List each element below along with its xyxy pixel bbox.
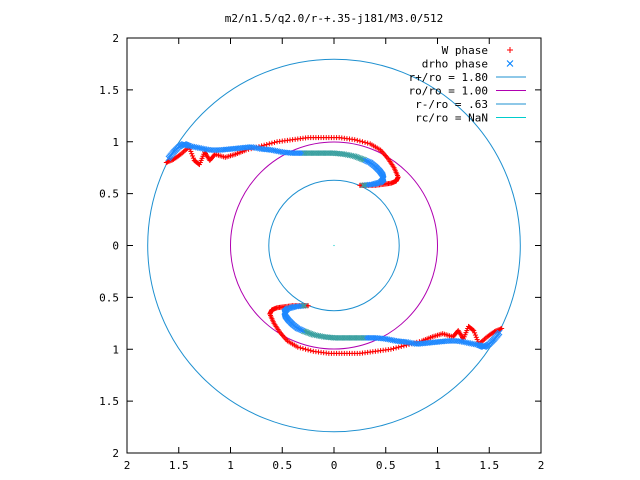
x-tick-label: 0.5 [376, 459, 396, 472]
y-tick-label: 1 [112, 136, 119, 149]
x-tick-label: 0.5 [272, 459, 292, 472]
legend-label: drho phase [422, 58, 488, 71]
y-tick-label: 2 [112, 32, 119, 45]
y-tick-label: 0 [112, 240, 119, 253]
drho-phase-point [300, 302, 307, 309]
w-phase-point [354, 137, 360, 143]
w-phase-point [271, 139, 277, 145]
legend-label: ro/ro = 1.00 [409, 85, 488, 98]
w-phase-point [264, 142, 270, 148]
w-phase-point [391, 346, 397, 352]
w-phase-point [359, 139, 365, 145]
y-tick-label: 2 [112, 447, 119, 460]
w-phase-point [305, 347, 311, 353]
y-tick-label: 1 [112, 343, 119, 356]
reference-circle [230, 141, 438, 350]
x-tick-label: 2 [124, 459, 131, 472]
w-phase-point [190, 155, 196, 161]
reference-circle [147, 58, 521, 433]
legend-marker-plus [507, 47, 513, 53]
w-phase-point [362, 139, 368, 145]
w-phase-point [190, 153, 196, 159]
x-tick-label: 1.5 [479, 459, 499, 472]
w-phase-point [300, 346, 306, 352]
w-phase-point [472, 332, 478, 338]
w-phase-point [188, 148, 194, 154]
w-phase-point [352, 137, 358, 143]
w-phase-point [451, 333, 457, 339]
y-tick-label: 0.5 [99, 291, 119, 304]
legend-label: rc/ro = NaN [415, 112, 488, 125]
data-series [163, 135, 505, 356]
w-phase-point [393, 345, 399, 351]
legend-label: r-/ro = .63 [415, 98, 488, 111]
x-tick-label: 1 [227, 459, 234, 472]
legend-label: r+/ro = 1.80 [409, 71, 488, 84]
w-phase-point [303, 346, 309, 352]
y-tick-label: 1.5 [99, 395, 119, 408]
drho-phase-point [361, 182, 368, 189]
w-phase-point [396, 344, 402, 350]
w-phase-point [357, 182, 363, 188]
w-phase-point [310, 348, 316, 354]
x-tick-label: 2 [538, 459, 545, 472]
legend-label: W phase [442, 44, 488, 57]
w-phase-point [297, 345, 303, 351]
axis-ticks: 2 1.5 1 0.5 0 0.5 1 1.5 221.510.500.511.52 [99, 32, 544, 472]
w-phase-point [474, 337, 480, 343]
drho-phase-point [302, 302, 308, 309]
center-point [333, 244, 335, 247]
w-phase-point [211, 152, 217, 158]
w-phase-point [365, 140, 371, 146]
w-phase-point [357, 138, 363, 144]
w-phase-point [266, 141, 272, 147]
w-phase-point [305, 303, 311, 309]
drho-phase-point [360, 182, 366, 189]
w-phase-point [398, 343, 404, 349]
legend-marker-cross [506, 60, 514, 67]
reference-circle [268, 179, 400, 312]
w-phase-point [269, 140, 275, 146]
w-phase-point [472, 330, 478, 336]
w-phase-point [473, 334, 479, 340]
x-tick-label: 1 [434, 459, 441, 472]
y-tick-label: 0.5 [99, 188, 119, 201]
w-phase-point [308, 348, 314, 354]
x-tick-label: 1.5 [169, 459, 189, 472]
w-phase-point [189, 151, 195, 157]
y-tick-label: 1.5 [99, 84, 119, 97]
chart-title: m2/n1.5/q2.0/r-+.35-j181/M3.0/512 [225, 12, 444, 25]
reference-circles [147, 58, 521, 433]
x-tick-label: 0 [331, 459, 338, 472]
